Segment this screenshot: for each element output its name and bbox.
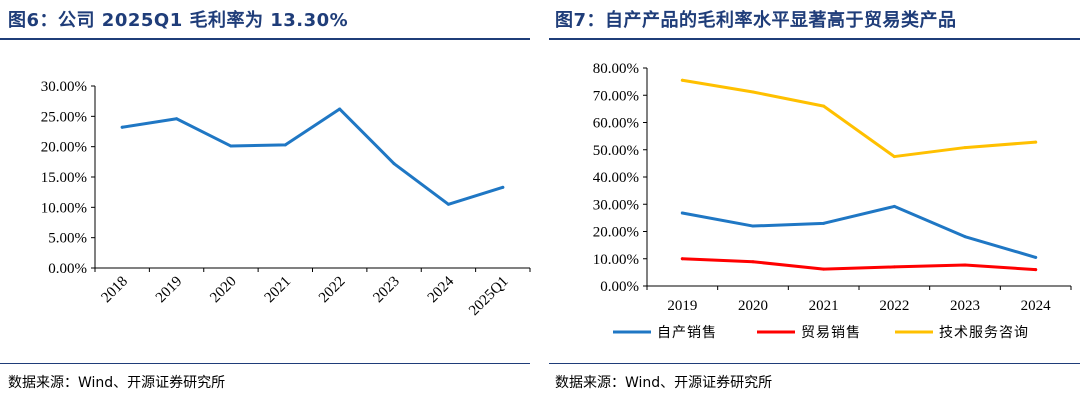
x-tick-label: 2022 xyxy=(879,298,909,314)
y-tick-label: 40.00% xyxy=(593,170,639,186)
data-point xyxy=(175,117,179,121)
data-point xyxy=(963,146,967,150)
data-point xyxy=(1034,268,1038,272)
data-point xyxy=(680,78,684,82)
source-divider xyxy=(549,363,1080,364)
figure-7-title: 图7：自产产品的毛利率水平显著高于贸易类产品 xyxy=(555,10,957,31)
y-tick-label: 70.00% xyxy=(593,88,639,104)
data-point xyxy=(680,257,684,261)
figure-7-panel: 图7：自产产品的毛利率水平显著高于贸易类产品 0.00% 10.00% 20.00%… xyxy=(549,0,1080,403)
x-tick-label: 2022 xyxy=(316,274,349,307)
y-tick-label: 5.00% xyxy=(48,231,87,247)
figure-6-panel: 图6：公司 2025Q1 毛利率为 13.30% 0.00% 5.00% 10.00… xyxy=(0,0,531,403)
series-line-0 xyxy=(120,107,505,206)
y-tick-label: 20.00% xyxy=(593,225,639,241)
series-line-0 xyxy=(680,204,1038,259)
x-tick-label: 2021 xyxy=(262,274,295,307)
data-point xyxy=(751,260,755,264)
legend-label: 贸易销售 xyxy=(801,325,861,341)
data-point xyxy=(392,162,396,166)
y-tick-label: 0.00% xyxy=(48,261,87,277)
data-point xyxy=(892,155,896,159)
x-tick-label: 2025Q1 xyxy=(466,274,511,319)
y-tick-label: 0.00% xyxy=(600,279,639,295)
data-point xyxy=(680,211,684,215)
x-tick-label: 2021 xyxy=(809,298,839,314)
data-point xyxy=(963,263,967,267)
data-point xyxy=(822,221,826,225)
legend-label: 自产销售 xyxy=(657,325,717,341)
y-tick-label: 80.00% xyxy=(593,61,639,77)
y-tick-label: 50.00% xyxy=(593,143,639,159)
x-tick-label: 2023 xyxy=(370,274,403,307)
source-divider xyxy=(0,363,530,364)
data-point xyxy=(501,185,505,189)
x-tick-label: 2019 xyxy=(153,274,186,307)
x-tick-label: 2023 xyxy=(950,298,980,314)
figure-6-chart: 0.00% 5.00% 10.00% 15.00% 20.00% 25.00% 30.00%… xyxy=(41,79,531,319)
data-point xyxy=(963,235,967,239)
x-tick-label: 2020 xyxy=(207,274,240,307)
y-tick-label: 10.00% xyxy=(41,200,87,216)
data-point xyxy=(446,202,450,206)
x-tick-label: 2024 xyxy=(425,273,458,306)
data-point xyxy=(338,107,342,111)
data-point xyxy=(1034,140,1038,144)
x-tick-label: 2024 xyxy=(1021,298,1052,314)
x-tick-label: 2018 xyxy=(98,274,131,307)
data-point xyxy=(751,224,755,228)
y-tick-label: 25.00% xyxy=(41,109,87,125)
series-line-1 xyxy=(680,257,1038,272)
data-point xyxy=(120,125,124,129)
x-tick-label: 2019 xyxy=(667,298,697,314)
data-point xyxy=(892,204,896,208)
figure-6-title: 图6：公司 2025Q1 毛利率为 13.30% xyxy=(8,10,349,31)
data-point xyxy=(822,104,826,108)
y-tick-label: 30.00% xyxy=(593,197,639,213)
y-tick-label: 15.00% xyxy=(41,170,87,186)
title-divider xyxy=(0,38,530,40)
data-point xyxy=(1034,255,1038,259)
y-tick-label: 20.00% xyxy=(41,140,87,156)
figure-7-chart: 0.00% 10.00% 20.00% 30.00% 40.00% 50.00% 60.00… xyxy=(593,61,1072,341)
title-divider xyxy=(549,38,1080,40)
data-point xyxy=(751,90,755,94)
y-tick-label: 30.00% xyxy=(41,79,87,95)
data-point xyxy=(283,143,287,147)
data-point xyxy=(892,265,896,269)
series-line-2 xyxy=(680,78,1038,159)
y-tick-label: 60.00% xyxy=(593,116,639,132)
y-tick-label: 10.00% xyxy=(593,252,639,268)
figure-6-source: 数据来源：Wind、开源证券研究所 xyxy=(8,375,226,391)
x-tick-label: 2020 xyxy=(738,298,768,314)
figure-7-source: 数据来源：Wind、开源证券研究所 xyxy=(555,375,773,391)
data-point xyxy=(822,267,826,271)
legend-label: 技术服务咨询 xyxy=(939,325,1029,341)
data-point xyxy=(229,144,233,148)
